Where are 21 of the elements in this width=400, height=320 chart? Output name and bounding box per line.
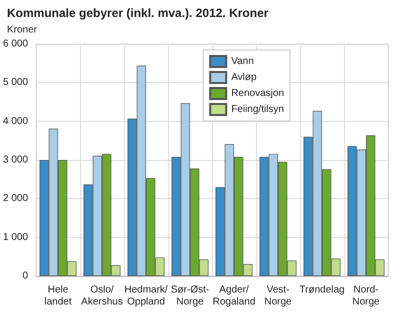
y-tick-label: 4 000 <box>2 116 28 127</box>
x-tick-label: Agder/ Rogaland <box>212 284 256 308</box>
x-tick-label: Trøndelag <box>299 284 345 296</box>
legend-label: Renovasjon <box>231 88 284 99</box>
y-tick-label: 6 000 <box>2 38 28 50</box>
chart-title: Kommunale gebyrer (inkl. mva.). 2012. Kroner <box>7 6 269 20</box>
y-tick-label: 2 000 <box>2 193 28 204</box>
y-tick-label: 1 000 <box>2 232 28 243</box>
x-tick-label: Hele landet <box>44 284 72 308</box>
x-tick-label: Sør-Øst- Norge <box>170 284 210 308</box>
legend-label: Feiing/tilsyn <box>231 104 284 115</box>
x-tick-label: Oslo/ Akershus <box>81 284 123 308</box>
x-tick-label: Vest- Norge <box>264 284 292 308</box>
x-tick-label: Nord- Norge <box>352 284 380 308</box>
legend-label: Vann <box>231 56 254 67</box>
y-tick-label: 0 <box>22 270 28 282</box>
legend-label: Avløp <box>231 72 258 83</box>
y-tick-label: 3 000 <box>2 154 28 166</box>
x-tick-label: Hedmark/ Oppland <box>124 284 168 308</box>
y-tick-label: 5 000 <box>2 77 28 88</box>
y-axis-title: Kroner <box>7 24 38 36</box>
